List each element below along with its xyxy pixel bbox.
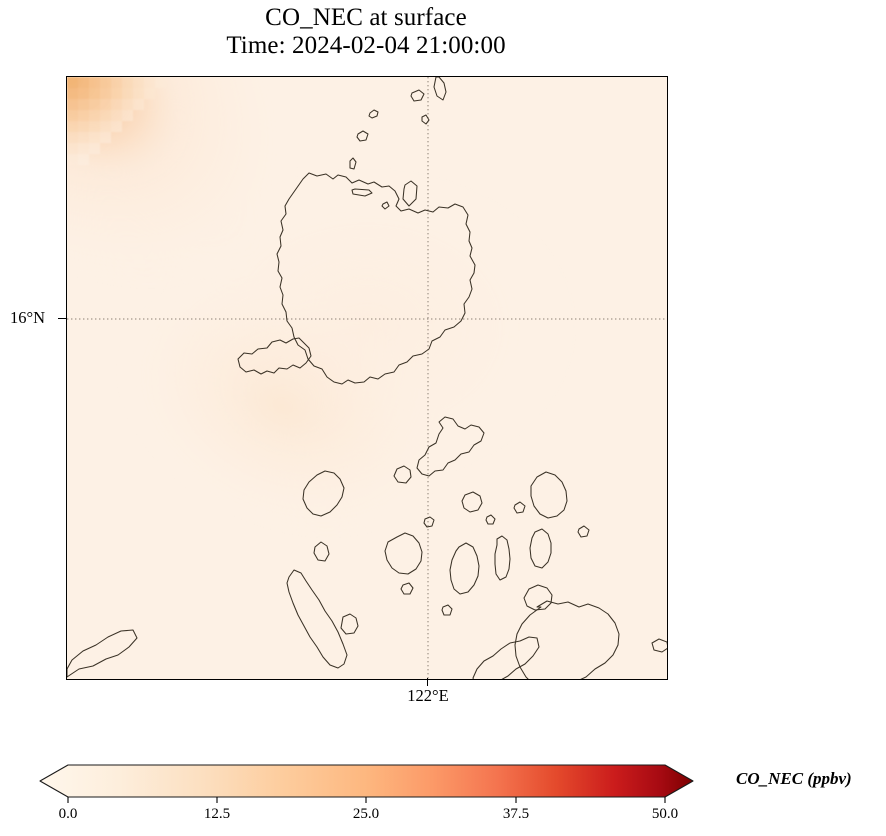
colorbar-axis-label: CO_NEC (ppbv) bbox=[736, 769, 852, 788]
colorbar-ticks bbox=[67, 797, 666, 803]
lat-tick-mark bbox=[58, 317, 66, 319]
colorbar-tick-label-0: 0.0 bbox=[58, 806, 78, 822]
colorbar-tick-label-3: 37.5 bbox=[502, 806, 530, 822]
lon-tick-mark bbox=[427, 678, 429, 686]
figure-title: CO_NEC at surface Time: 2024-02-04 21:00… bbox=[0, 4, 732, 60]
colorbar-tick-label-4: 50.0 bbox=[651, 806, 679, 822]
coastlines bbox=[67, 77, 667, 679]
map-plot-area[interactable] bbox=[66, 76, 668, 680]
concentration-field bbox=[67, 77, 667, 679]
colorbar-tick-label-2: 25.0 bbox=[352, 806, 380, 822]
lat-tick-label-16n: 16°N bbox=[10, 308, 46, 327]
colorbar-svg bbox=[39, 764, 694, 803]
title-line-time: Time: 2024-02-04 21:00:00 bbox=[226, 32, 506, 59]
colorbar-gradient-bar[interactable] bbox=[39, 764, 694, 798]
lon-tick-label-122e: 122°E bbox=[407, 686, 449, 705]
colorbar-tick-label-1: 12.5 bbox=[203, 806, 231, 822]
map-gridlines bbox=[67, 77, 667, 679]
map-svg bbox=[67, 77, 667, 679]
colorbar[interactable]: 0.0 12.5 25.0 37.5 50.0 CO_NEC (ppbv) bbox=[0, 756, 886, 836]
title-line-variable: CO_NEC at surface bbox=[265, 4, 467, 31]
